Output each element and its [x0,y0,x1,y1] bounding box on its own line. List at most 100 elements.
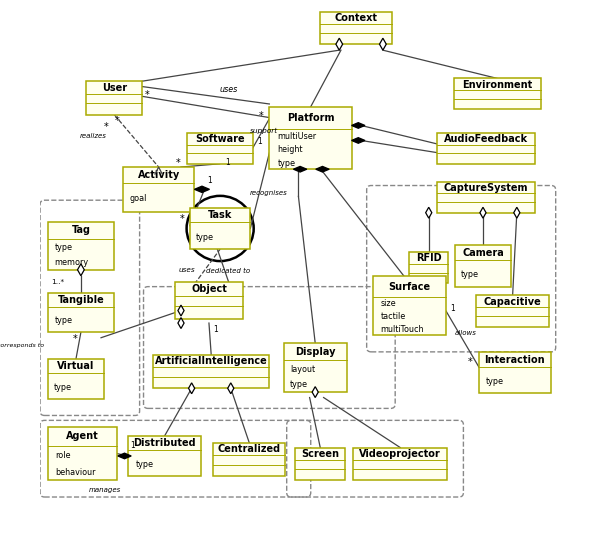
Text: type: type [55,243,73,252]
Text: dedicated to: dedicated to [206,268,251,274]
Text: type: type [461,270,479,279]
Polygon shape [425,207,432,218]
Text: Display: Display [295,347,335,357]
Text: memory: memory [55,258,89,267]
Bar [48,222,114,270]
Bar [48,293,114,332]
Polygon shape [514,207,520,218]
Text: type: type [55,316,73,325]
Text: 1: 1 [451,304,455,313]
Text: type: type [486,377,504,386]
Bar [190,208,250,249]
Polygon shape [336,38,343,50]
Bar [479,353,551,393]
Text: 1: 1 [208,176,212,185]
Text: Screen: Screen [301,449,339,459]
Text: Virtual: Virtual [57,361,95,371]
Bar [455,245,511,287]
Text: type: type [278,159,296,168]
Polygon shape [178,318,184,329]
Bar [214,443,285,476]
Text: *: * [73,334,77,344]
Bar [128,435,201,476]
Polygon shape [178,305,184,316]
Polygon shape [352,123,365,128]
Text: role: role [55,451,71,459]
Text: *: * [104,123,109,132]
Bar [269,107,352,169]
Text: uses: uses [219,86,238,94]
Polygon shape [293,166,307,172]
Text: Context: Context [335,13,377,23]
Polygon shape [77,264,84,276]
Text: Object: Object [191,284,227,294]
Text: 1: 1 [257,137,262,146]
Polygon shape [188,383,194,393]
Text: Centralized: Centralized [218,444,281,455]
Text: *: * [259,112,264,122]
Bar [295,447,346,480]
Text: size: size [380,299,396,308]
Text: Distributed: Distributed [133,438,196,448]
Polygon shape [316,166,329,172]
Bar [373,276,446,335]
Text: Environment: Environment [462,80,532,89]
Bar [353,447,447,480]
Text: Tag: Tag [71,225,91,235]
Text: type: type [196,233,214,241]
Bar [153,355,269,388]
Text: multiUser: multiUser [278,131,317,141]
Text: 1: 1 [213,325,218,334]
Text: Task: Task [208,210,232,220]
Text: type: type [53,383,71,392]
Text: type: type [136,460,154,469]
Bar [454,78,541,110]
Text: *: * [115,117,119,126]
Bar [320,11,392,44]
Polygon shape [194,186,209,192]
Text: *: * [180,214,184,223]
Bar [175,282,242,319]
Bar [437,181,535,213]
Text: Activity: Activity [137,170,180,180]
Text: CaptureSystem: CaptureSystem [444,183,529,193]
Text: Tangible: Tangible [58,295,104,305]
Text: uses: uses [178,268,195,274]
Text: ArtificialIntelligence: ArtificialIntelligence [155,356,268,366]
Bar [409,252,448,283]
Text: multiTouch: multiTouch [380,325,424,334]
Polygon shape [227,383,234,393]
Text: *: * [468,357,472,367]
Text: Software: Software [195,134,244,144]
Bar [437,133,535,164]
Text: realizes: realizes [80,132,107,138]
Text: tactile: tactile [380,312,406,321]
Bar [48,360,104,398]
Text: Interaction: Interaction [485,355,545,365]
Text: RFID: RFID [416,253,442,263]
Text: *: * [176,158,181,168]
Text: 1..*: 1..* [51,278,64,284]
Text: AudioFeedback: AudioFeedback [444,134,528,144]
Text: behaviour: behaviour [55,468,96,477]
Text: goal: goal [130,194,148,203]
Text: Videoprojector: Videoprojector [359,449,441,459]
Text: layout: layout [290,365,315,373]
Text: Agent: Agent [66,431,99,441]
Text: height: height [278,145,303,154]
Bar [284,343,347,392]
Bar [86,81,142,115]
Polygon shape [312,386,318,397]
Polygon shape [118,453,131,459]
Text: *: * [145,90,149,100]
Bar [476,295,549,327]
Text: allows: allows [454,330,476,336]
Text: 1: 1 [225,158,230,167]
Text: Surface: Surface [389,282,431,292]
Text: manages: manages [89,487,121,493]
Bar [49,427,116,480]
Text: 1: 1 [130,441,135,450]
Polygon shape [352,138,365,143]
Text: support: support [250,128,278,134]
Polygon shape [480,207,486,218]
